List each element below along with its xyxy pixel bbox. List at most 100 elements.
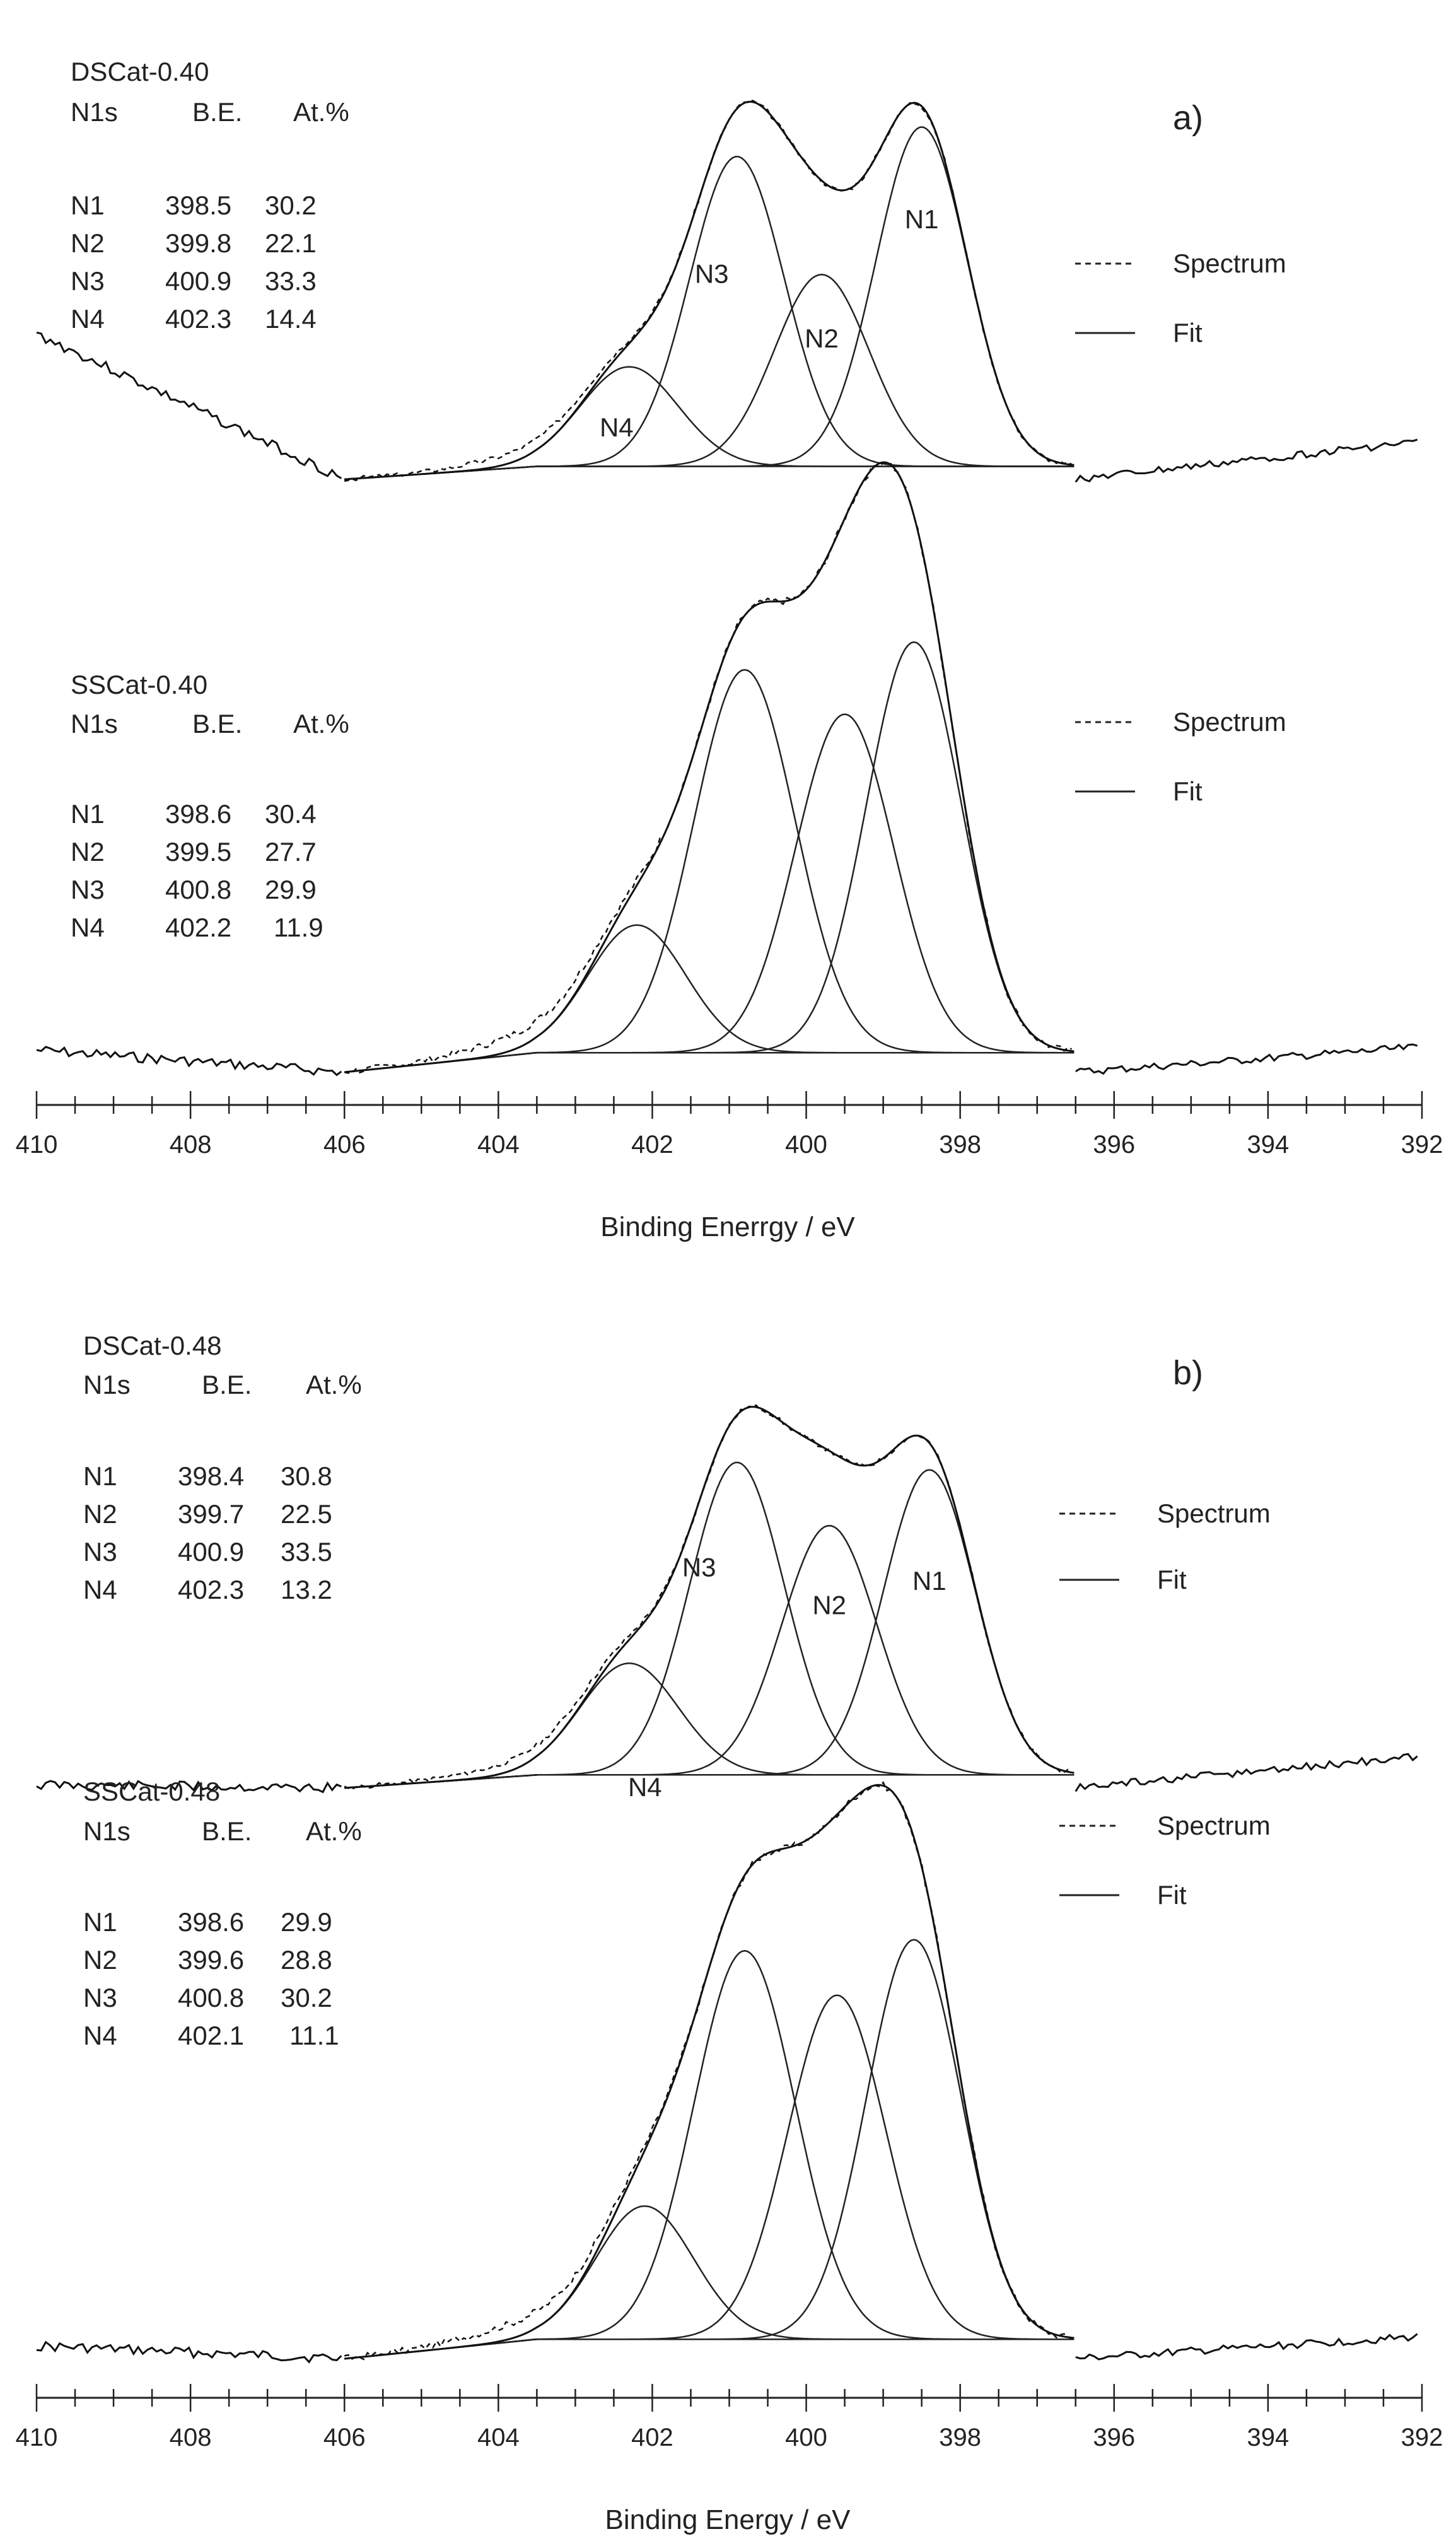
peak-label-n1: N1 xyxy=(905,204,939,234)
x-tick-label: 396 xyxy=(1093,1131,1135,1159)
row-name: N4 xyxy=(83,1575,117,1604)
x-tick-label: 406 xyxy=(323,2424,366,2451)
row-be: 400.9 xyxy=(178,1537,244,1567)
row-name: N2 xyxy=(83,1499,117,1529)
peak-label-n3: N3 xyxy=(695,259,729,289)
peak-label-n4: N4 xyxy=(600,412,634,442)
spectrum-line xyxy=(344,462,1073,1074)
row-name: N3 xyxy=(71,266,105,296)
row-be: 398.6 xyxy=(178,1907,244,1937)
table-header-n1s: N1s xyxy=(71,97,118,127)
legend-dscat-040: Spectrum Fit xyxy=(1075,248,1286,347)
spectrum-noise-line xyxy=(36,2340,342,2364)
row-at: 33.3 xyxy=(265,266,317,296)
row-at: 14.4 xyxy=(265,304,317,334)
spectrum-line xyxy=(344,1404,1072,1790)
row-be: 399.5 xyxy=(165,837,231,867)
table-header-be: B.E. xyxy=(202,1816,252,1846)
peak-label-n4: N4 xyxy=(628,1772,662,1802)
row-be: 400.8 xyxy=(178,1983,244,2012)
sample-name: DSCat-0.40 xyxy=(71,57,209,86)
row-name: N1 xyxy=(71,799,105,829)
legend-spectrum-label: Spectrum xyxy=(1157,1498,1271,1528)
row-name: N1 xyxy=(71,190,105,220)
row-name: N3 xyxy=(71,875,105,904)
x-tick-label: 408 xyxy=(170,1131,212,1159)
row-name: N3 xyxy=(83,1537,117,1567)
legend-fit-label: Fit xyxy=(1157,1880,1187,1910)
panel-b-label: b) xyxy=(1173,1354,1203,1392)
legend-spectrum-label: Spectrum xyxy=(1173,707,1286,737)
x-axis-title: Binding Energy / eV xyxy=(605,2504,851,2535)
x-tick-label: 404 xyxy=(477,2424,520,2451)
row-be: 402.3 xyxy=(178,1575,244,1604)
table-header-n1s: N1s xyxy=(83,1370,131,1399)
table-header-be: B.E. xyxy=(192,97,242,127)
row-name: N1 xyxy=(83,1461,117,1491)
table-header-at: At.% xyxy=(306,1816,362,1846)
peak-label-n2: N2 xyxy=(812,1591,846,1620)
row-name: N4 xyxy=(71,304,105,334)
row-at: 11.9 xyxy=(274,913,323,942)
spectrum-noise-line xyxy=(1075,438,1418,483)
row-at: 30.4 xyxy=(265,799,317,829)
row-name: N4 xyxy=(83,2021,117,2050)
row-at: 22.1 xyxy=(265,228,317,258)
row-at: 22.5 xyxy=(281,1499,332,1529)
row-be: 399.8 xyxy=(165,228,231,258)
row-name: N2 xyxy=(71,228,105,258)
spectrum-line xyxy=(344,1781,1073,2361)
x-tick-label: 392 xyxy=(1401,1131,1443,1159)
x-tick-label: 408 xyxy=(170,2424,212,2451)
x-tick-label: 394 xyxy=(1247,2424,1290,2451)
x-tick-label: 400 xyxy=(785,1131,827,1159)
row-be: 398.6 xyxy=(165,799,231,829)
legend-spectrum-label: Spectrum xyxy=(1173,248,1286,278)
x-tick-label: 398 xyxy=(939,2424,981,2451)
panel-a-label: a) xyxy=(1173,99,1203,137)
row-be: 400.9 xyxy=(165,266,231,296)
row-at: 30.2 xyxy=(265,190,317,220)
table-header-n1s: N1s xyxy=(71,709,118,739)
legend-fit-label: Fit xyxy=(1173,318,1203,347)
table-dscat-040: DSCat-0.40 N1s B.E. At.% N1 398.5 30.2 N… xyxy=(71,57,349,334)
row-at: 33.5 xyxy=(281,1537,332,1567)
legend-dscat-048: Spectrum Fit xyxy=(1059,1498,1271,1594)
x-tick-label: 402 xyxy=(631,2424,673,2451)
spectrum-noise-line xyxy=(36,1780,342,1794)
row-be: 402.3 xyxy=(165,304,231,334)
spectrum-line xyxy=(344,100,1073,482)
row-at: 29.9 xyxy=(265,875,317,904)
row-at: 27.7 xyxy=(265,837,317,867)
legend-spectrum-label: Spectrum xyxy=(1157,1811,1271,1840)
table-header-at: At.% xyxy=(293,97,349,127)
row-at: 30.2 xyxy=(281,1983,332,2012)
table-header-at: At.% xyxy=(306,1370,362,1399)
spectrum-noise-line xyxy=(36,331,342,479)
x-tick-label: 404 xyxy=(477,1131,520,1159)
legend-fit-label: Fit xyxy=(1173,776,1203,806)
row-be: 402.1 xyxy=(178,2021,244,2050)
sample-name: SSCat-0.40 xyxy=(71,670,207,699)
table-sscat-048: SSCat-0.48 N1s B.E. At.% N1 398.6 29.9 N… xyxy=(83,1777,362,2050)
row-at: 28.8 xyxy=(281,1945,332,1975)
row-be: 400.8 xyxy=(165,875,231,904)
table-header-be: B.E. xyxy=(192,709,242,739)
spectrum-noise-line xyxy=(1075,2333,1418,2361)
plot-area: N1 N2 N3 N4 N1 N2 N3 N4 410 408 406 404 402 400 398 396… xyxy=(16,100,1443,2451)
row-name: N3 xyxy=(83,1983,117,2012)
x-tick-label: 394 xyxy=(1247,1131,1290,1159)
x-tick-label: 398 xyxy=(939,1131,981,1159)
spectrum-noise-line xyxy=(1075,1043,1418,1075)
row-name: N2 xyxy=(71,837,105,867)
row-at: 30.8 xyxy=(281,1461,332,1491)
legend-sscat-040: Spectrum Fit xyxy=(1075,707,1286,806)
panel-b: b) DSCat-0.48 N1s B.E. At.% N1 398.4 30.… xyxy=(83,1331,1271,2535)
x-tick-label: 410 xyxy=(16,2424,58,2451)
row-be: 398.5 xyxy=(165,190,231,220)
peak-label-n2: N2 xyxy=(805,324,839,353)
sample-name: SSCat-0.48 xyxy=(83,1777,220,1806)
x-tick-label: 400 xyxy=(785,2424,827,2451)
